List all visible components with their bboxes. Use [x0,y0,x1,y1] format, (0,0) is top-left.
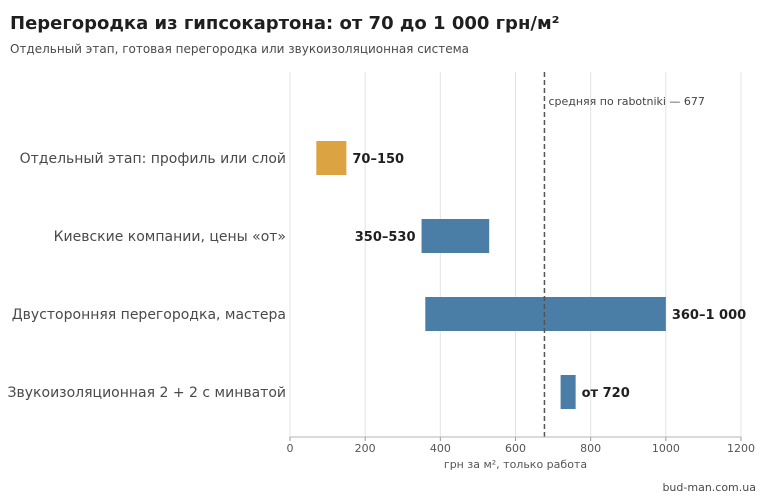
data-labels: 70–150 350–530 360–1 000 от 720 [352,152,746,401]
category-label: Отдельный этап: профиль или слой [20,151,286,167]
x-tick-label: 0 [287,442,294,455]
data-label: 70–150 [352,152,404,167]
category-labels: Отдельный этап: профиль или слой Киевские… [8,151,286,401]
category-label: Звукоизоляционная 2 + 2 с минватой [8,385,286,401]
data-label: 360–1 000 [672,308,746,323]
chart-subtitle: Отдельный этап, готовая перегородка или … [10,42,469,56]
x-tick-label: 1000 [652,442,680,455]
reference-line-label: средняя по rabotniki — 677 [548,95,704,108]
x-tick-label: 600 [505,442,526,455]
x-tick-label: 800 [580,442,601,455]
data-label: от 720 [582,386,630,401]
bars [316,141,666,409]
range-bar [421,219,490,253]
grid-lines [289,72,742,437]
x-axis: 0 200 400 600 800 1000 1200 грн за м², только р… [287,436,755,471]
x-tick-label: 1200 [727,442,755,455]
x-axis-label: грн за м², только работа [444,458,587,471]
reference-line-group: средняя по rabotniki — 677 [543,72,705,437]
source-note: bud-man.com.ua [662,481,756,494]
range-bar [560,375,576,409]
data-label: 350–530 [355,230,416,245]
range-bar [316,141,347,175]
range-bar [425,297,666,331]
x-tick-label: 400 [430,442,451,455]
category-label: Киевские компании, цены «от» [54,229,286,245]
chart-title: Перегородка из гипсокартона: от 70 до 1 … [10,13,560,34]
category-label: Двусторонняя перегородка, мастера [12,307,286,323]
x-tick-label: 200 [355,442,376,455]
